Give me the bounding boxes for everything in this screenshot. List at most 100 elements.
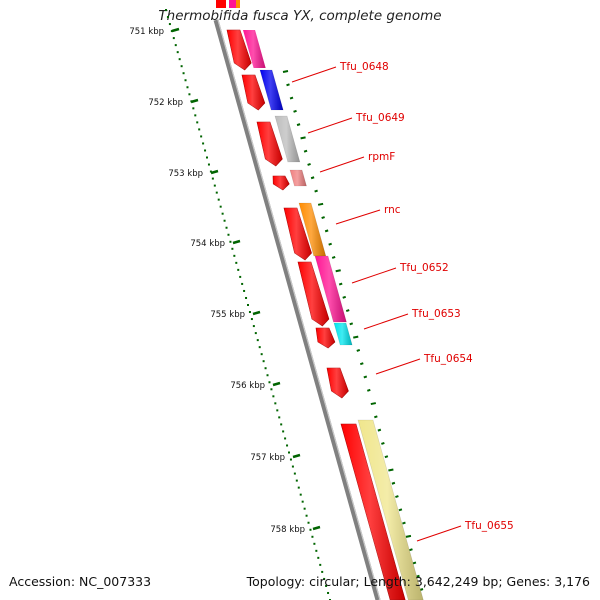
gene-block-shade <box>290 170 307 186</box>
ruler-dot <box>270 388 273 391</box>
ruler-dot <box>247 304 249 306</box>
track-dash <box>395 495 399 498</box>
ruler-dot <box>256 339 259 342</box>
ruler-dot <box>299 493 302 496</box>
track-dash <box>388 468 394 472</box>
ruler-dot <box>288 451 290 454</box>
ruler-dot <box>262 360 265 363</box>
cds-arrow-shade <box>284 208 312 260</box>
ruler-dot <box>202 142 205 145</box>
ruler-dot <box>252 325 255 328</box>
accession-text: Accession: NC_007333 <box>9 574 152 589</box>
track-dash <box>377 428 382 432</box>
ruler-dot <box>207 163 210 166</box>
ruler-dot <box>250 318 253 321</box>
track-dash <box>349 322 354 326</box>
ruler-tick-mark <box>232 239 241 245</box>
track-dash <box>381 441 385 445</box>
ruler-dot <box>248 311 251 314</box>
partial-gene-magenta <box>229 0 239 8</box>
ruler-dot <box>272 395 275 398</box>
ruler-dot <box>184 79 187 82</box>
ruler-dot <box>174 44 177 47</box>
ruler-dot <box>274 402 277 405</box>
ruler-dot <box>305 514 308 517</box>
ruler-dot <box>165 9 167 11</box>
track-dash <box>363 375 368 379</box>
ruler-dot <box>204 149 207 152</box>
ruler-dot <box>319 563 322 566</box>
ruler-dot <box>264 367 267 370</box>
ruler-dot <box>301 500 304 503</box>
cds-arrow-shade <box>341 424 406 600</box>
cds-arrow-shade <box>298 262 329 326</box>
ruler-dot <box>289 458 292 461</box>
ruler-tick-label: 754 kbp <box>190 239 225 249</box>
ruler-tick-mark <box>171 27 180 33</box>
ruler-dot <box>245 296 248 299</box>
track-dashes <box>282 70 424 591</box>
ruler-dot <box>241 282 244 285</box>
ruler-tick-mark <box>210 169 219 175</box>
cds-arrow-shade <box>273 176 290 190</box>
ruler-dot <box>311 535 314 538</box>
ruler-dot <box>219 205 222 208</box>
gene-block-shade <box>315 256 347 322</box>
track-dash <box>374 415 378 419</box>
track-dash <box>356 348 361 352</box>
ruler-dot <box>307 521 310 524</box>
cds-arrow-shade <box>227 30 252 70</box>
gene-label: Tfu_0648 <box>339 61 389 73</box>
gene-callout-line <box>335 209 381 225</box>
gene-block-shade <box>275 116 300 162</box>
ruler-dot <box>295 479 298 482</box>
ruler-dot <box>268 381 271 384</box>
ruler-dot <box>206 156 208 159</box>
partial-cds <box>216 0 226 8</box>
ruler-dot <box>229 240 232 243</box>
ruler-dot <box>178 58 181 61</box>
ruler-dot <box>192 107 195 110</box>
gene-features <box>243 30 424 600</box>
gene-block-shade <box>334 323 353 345</box>
ruler-dot <box>327 591 330 594</box>
ruler-dot <box>321 570 324 573</box>
gene-label: Tfu_0653 <box>411 308 461 320</box>
ruler-dot <box>313 542 316 545</box>
cds-arrow-shade <box>242 75 265 110</box>
track-dash <box>359 362 364 366</box>
ruler-tick-label: 755 kbp <box>210 310 245 320</box>
track-dash <box>384 455 389 459</box>
gene-label: Tfu_0655 <box>464 520 514 532</box>
track-dash <box>370 402 377 406</box>
ruler-tick-mark <box>312 525 321 531</box>
ruler-dot <box>221 212 224 215</box>
ruler-dot <box>231 247 234 250</box>
track-dash <box>366 388 371 392</box>
ruler-dot <box>276 409 279 412</box>
ruler-dot <box>186 86 189 89</box>
ruler-dot <box>168 23 171 26</box>
track-dash <box>314 189 318 193</box>
ruler-tick-label: 756 kbp <box>230 381 265 391</box>
track-dash <box>338 282 343 286</box>
track-dash <box>296 123 301 127</box>
ruler-tick-label: 753 kbp <box>168 169 203 179</box>
ruler-tick-mark <box>272 381 281 387</box>
ruler-dot <box>291 465 294 468</box>
ruler-dot <box>317 556 320 559</box>
ruler-dot <box>211 177 214 180</box>
ruler-dot <box>172 37 175 40</box>
ruler-dot <box>233 254 236 257</box>
track-dash <box>391 481 396 485</box>
ruler-dot <box>315 549 318 552</box>
gene-block-shade <box>358 420 424 600</box>
ruler-dot <box>182 72 185 75</box>
ruler-tick-label: 751 kbp <box>129 27 164 37</box>
track-dash <box>289 96 294 100</box>
track-dash <box>405 534 412 538</box>
track-dash <box>419 588 424 591</box>
cds-arrow-shade <box>316 328 335 348</box>
ruler-dot <box>209 170 212 173</box>
